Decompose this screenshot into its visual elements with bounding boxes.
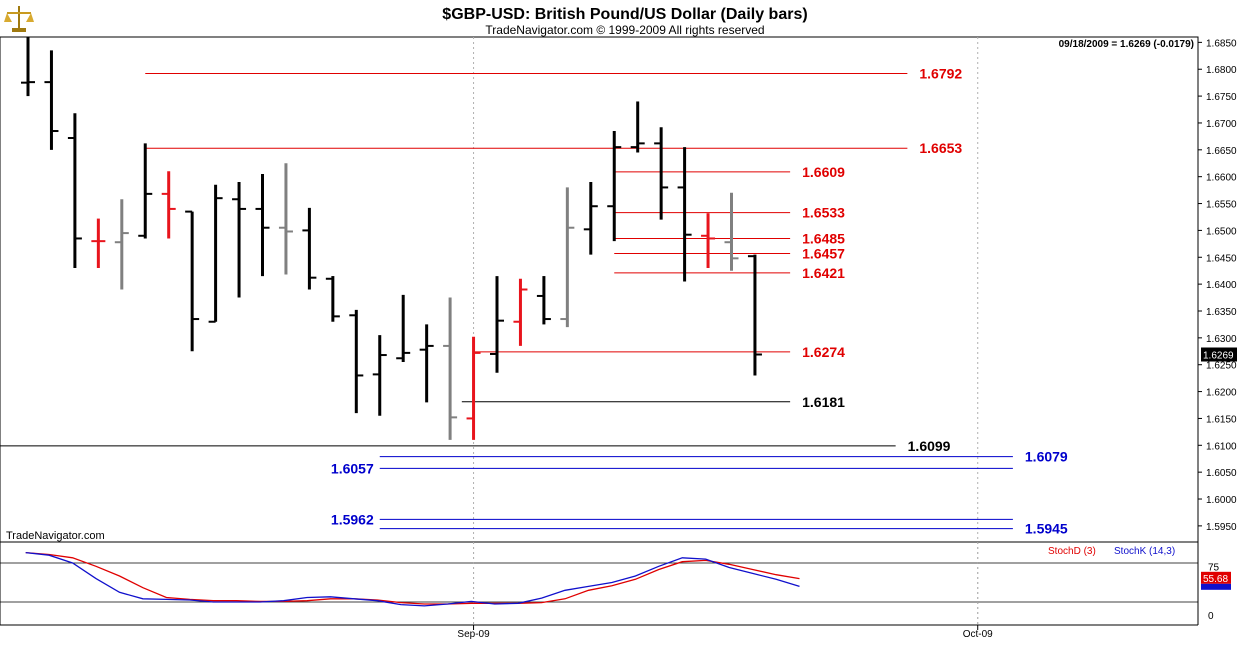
ohlc-bar — [630, 101, 645, 153]
level-label: 1.5945 — [1025, 521, 1068, 537]
ohlc-bar — [208, 184, 223, 323]
level-label: 1.6181 — [802, 394, 845, 410]
ohlc-bar — [114, 199, 129, 290]
level-label: 1.6653 — [919, 140, 962, 156]
price-tick-label: 1.6400 — [1206, 280, 1237, 291]
price-tick-label: 1.6600 — [1206, 173, 1237, 184]
ohlc-bar — [255, 173, 270, 277]
price-tick-label: 1.6350 — [1206, 307, 1237, 318]
ohlc-bar — [67, 113, 82, 269]
price-tick-label: 1.6100 — [1206, 441, 1237, 452]
ohlc-bar — [278, 163, 293, 275]
ohlc-bar — [677, 147, 692, 282]
ohlc-bar — [349, 309, 364, 414]
ohlc-bar — [138, 143, 153, 239]
stochastic-lines — [0, 542, 1198, 625]
ohlc-bars — [21, 37, 762, 440]
time-tick-label: Sep-09 — [457, 629, 490, 640]
vertical-gridlines — [473, 37, 979, 625]
ohlc-bar — [724, 192, 739, 271]
ohlc-bar — [161, 171, 176, 239]
level-label: 1.6079 — [1025, 449, 1068, 465]
price-tick-label: 1.6250 — [1206, 361, 1237, 372]
ohlc-bar — [536, 276, 551, 325]
stochd-line — [25, 551, 800, 605]
stochk-line — [25, 551, 800, 607]
brass-scale-icon — [4, 6, 34, 32]
price-tick-label: 1.6650 — [1206, 146, 1237, 157]
level-label: 1.6421 — [802, 265, 845, 281]
ohlc-bar — [583, 182, 598, 255]
chart-title: $GBP-USD: British Pound/US Dollar (Daily… — [442, 6, 807, 23]
ohlc-bar — [654, 127, 669, 220]
level-label: 1.6457 — [802, 246, 845, 262]
ohlc-bar — [325, 276, 340, 322]
level-label: 1.6057 — [331, 460, 374, 476]
stochd-value-label: 55.68 — [1203, 574, 1228, 585]
price-tick-label: 1.6000 — [1206, 495, 1237, 506]
level-label: 1.6609 — [802, 164, 845, 180]
price-tick-label: 1.6550 — [1206, 200, 1237, 211]
price-tick-label: 1.6050 — [1206, 468, 1237, 479]
price-tick-label: 1.6300 — [1206, 334, 1237, 345]
price-tick-label: 1.6750 — [1206, 92, 1237, 103]
time-axis: Sep-09 Oct-09 — [0, 624, 1198, 640]
ohlc-bar — [466, 336, 481, 440]
price-tick-label: 1.6800 — [1206, 65, 1237, 76]
price-tick-label: 1.6150 — [1206, 414, 1237, 425]
chart-subtitle: TradeNavigator.com © 1999-2009 All right… — [485, 23, 764, 37]
stoch-tick-label: 0 — [1208, 611, 1214, 622]
stochk-value-box — [1201, 583, 1231, 590]
legend-stochd: StochD (3) — [1048, 546, 1096, 557]
ohlc-bar — [607, 131, 622, 242]
ohlc-bar — [185, 210, 200, 352]
ohlc-bar — [747, 254, 762, 376]
legend-stochk: StochK (14,3) — [1114, 546, 1175, 557]
ohlc-bar — [490, 276, 504, 373]
stochd-value-box — [1201, 571, 1231, 584]
price-axis: 1.6850 1.6800 1.6750 1.6700 1.6650 1.6600 1.65… — [1198, 38, 1237, 533]
last-price-label: 1.6269 — [1203, 351, 1234, 362]
ohlc-bar — [419, 324, 434, 403]
time-axis-strip — [0, 625, 1250, 643]
stochastic-axis: 75 0 55.68 — [1201, 562, 1231, 622]
price-tick-label: 1.6500 — [1206, 226, 1237, 237]
level-label: 1.5962 — [331, 511, 374, 527]
level-label: 1.6274 — [802, 344, 845, 360]
level-label: 1.6485 — [802, 230, 845, 246]
level-label: 1.6792 — [919, 66, 962, 82]
ohlc-bar — [21, 37, 35, 97]
price-tick-label: 1.6450 — [1206, 253, 1237, 264]
last-price-box — [1201, 347, 1237, 362]
quote-readout: 09/18/2009 = 1.6269 (-0.0179) — [1059, 39, 1194, 50]
price-tick-label: 1.6200 — [1206, 388, 1237, 399]
ohlc-bar — [372, 335, 387, 416]
time-tick-label: Oct-09 — [963, 629, 993, 640]
ohlc-bar — [44, 50, 59, 150]
ohlc-bar — [302, 207, 317, 290]
price-tick-label: 1.5950 — [1206, 522, 1237, 533]
ohlc-bar — [560, 187, 575, 328]
level-label: 1.6533 — [802, 205, 845, 221]
ohlc-bar — [396, 294, 411, 363]
price-tick-label: 1.6850 — [1206, 38, 1237, 49]
level-label: 1.6099 — [908, 438, 951, 454]
ohlc-bar — [232, 182, 247, 298]
watermark: TradeNavigator.com — [6, 530, 105, 542]
price-tick-label: 1.6700 — [1206, 119, 1237, 130]
ohlc-bar — [701, 213, 716, 269]
ohlc-bar — [91, 218, 106, 269]
stoch-tick-label: 75 — [1208, 562, 1220, 573]
ohlc-bar — [443, 297, 458, 440]
ohlc-bar — [513, 278, 528, 346]
